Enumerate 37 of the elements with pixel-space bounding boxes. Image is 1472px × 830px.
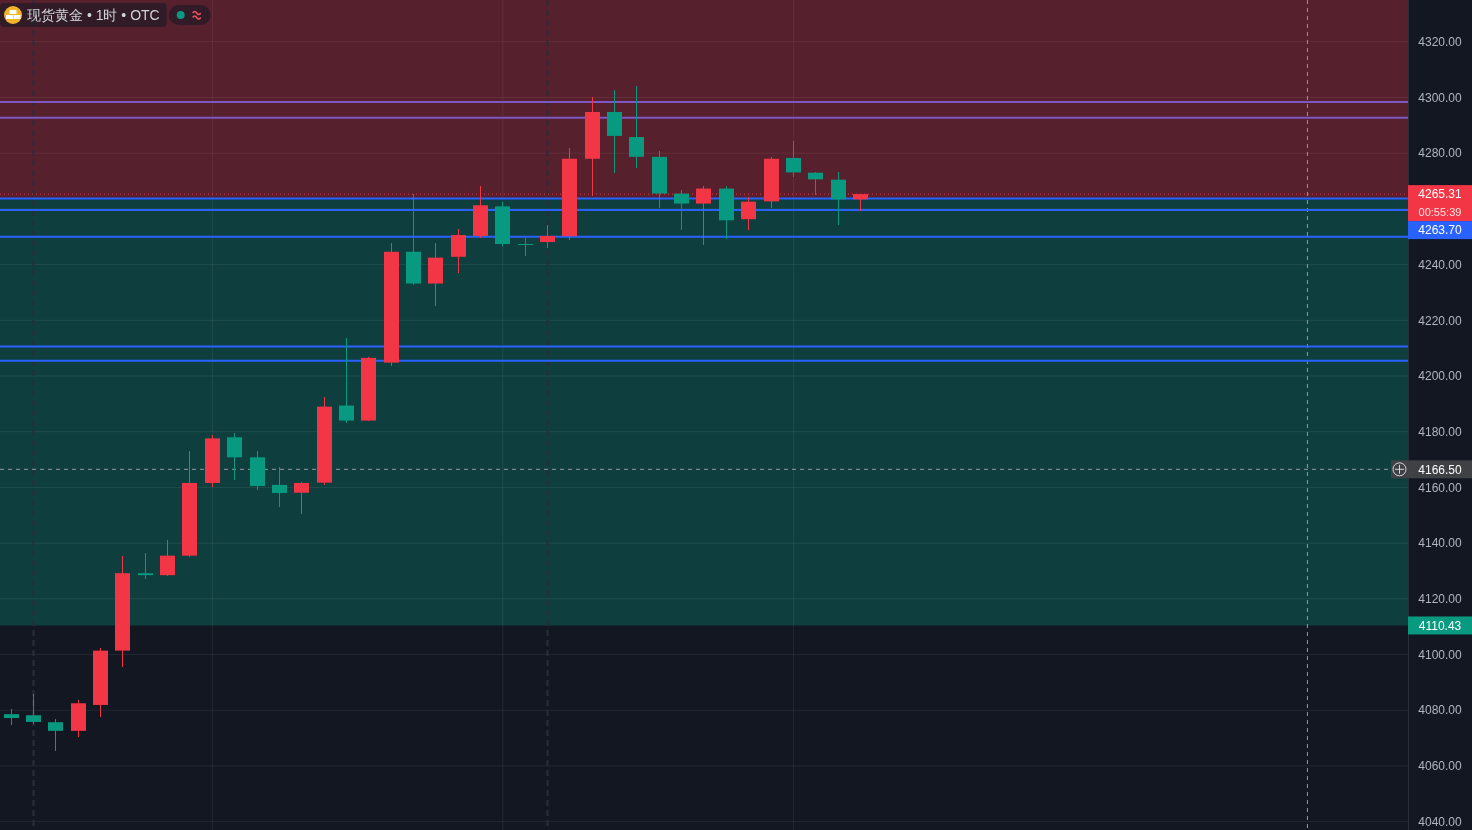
candlestick (540, 224, 555, 249)
candlestick (607, 89, 622, 174)
ref-line-label: 4263.70 (1418, 223, 1463, 238)
y-tick-label: 4160.00 (1418, 480, 1463, 495)
text: 现货黄金 • 1时 • OTC (27, 6, 160, 23)
y-tick-label: 4200.00 (1418, 369, 1463, 384)
y-tick-label: 4180.00 (1418, 424, 1463, 439)
candlestick (808, 171, 823, 196)
y-tick-label: 4300.00 (1418, 90, 1463, 105)
candlestick (138, 551, 153, 580)
candlestick (831, 171, 846, 226)
candlestick (674, 189, 689, 231)
ref-line-label: 4265.31 (1418, 187, 1463, 202)
y-tick-label: 4320.00 (1418, 34, 1463, 49)
candlestick (629, 85, 644, 169)
y-tick-label: 4140.00 (1418, 536, 1463, 551)
text: 00:55:39 (1418, 205, 1462, 218)
candlestick (339, 337, 354, 424)
candlestick (26, 693, 41, 725)
candlestick (227, 431, 242, 481)
y-tick-label: 4100.00 (1418, 647, 1463, 662)
candlestick (160, 538, 175, 577)
y-tick-label: 4080.00 (1418, 703, 1463, 718)
ref-line-label: 4166.50 (1418, 462, 1463, 477)
y-tick-label: 4040.00 (1418, 814, 1463, 829)
y-tick-label: 4220.00 (1418, 313, 1463, 328)
candlestick (294, 481, 309, 516)
candlestick (272, 466, 287, 508)
candlestick (786, 140, 801, 179)
candlestick (741, 196, 756, 231)
candlestick (451, 228, 466, 274)
y-tick-label: 4280.00 (1418, 146, 1463, 161)
y-tick-label: 4060.00 (1418, 759, 1463, 774)
y-tick-label: 4240.00 (1418, 257, 1463, 272)
candlestick (48, 718, 63, 752)
band-label: 4110.43 (1418, 618, 1462, 633)
y-tick-label: 4120.00 (1418, 592, 1463, 607)
